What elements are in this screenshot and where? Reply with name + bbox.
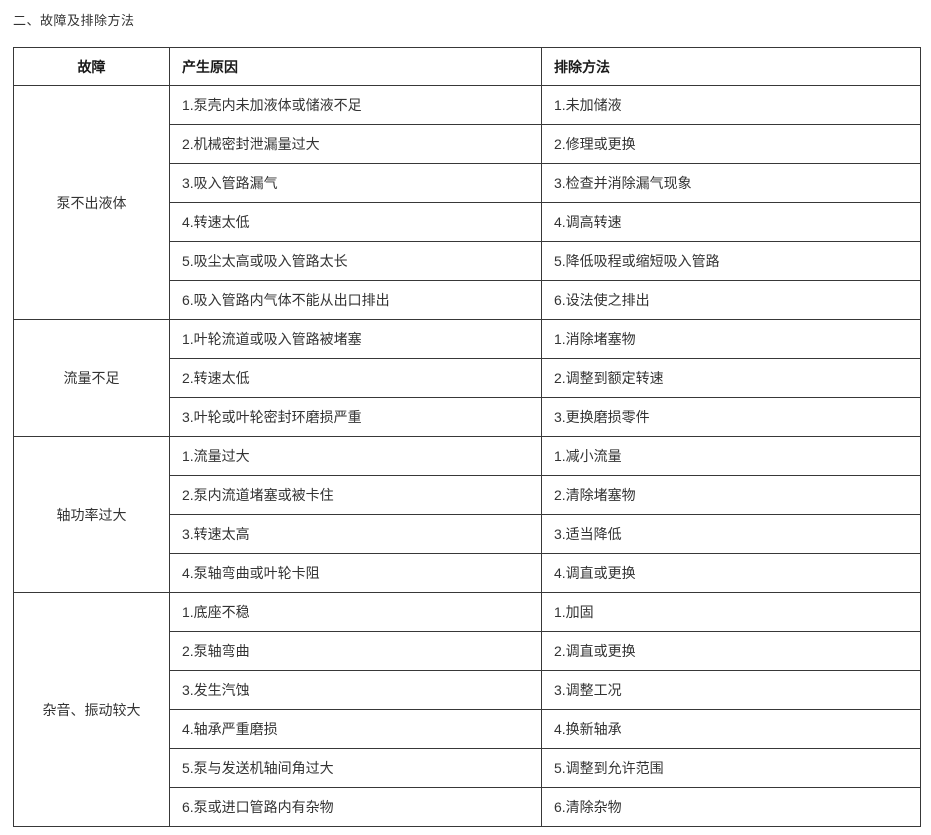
table-row: 杂音、振动较大 1.底座不稳 1.加固 — [13, 592, 921, 827]
remedy-cell: 4.换新轴承 — [541, 709, 921, 749]
table-body: 泵不出液体 1.泵壳内未加液体或储液不足 1.未加储液 2.机械密封泄漏量过大 2.修理… — [13, 85, 921, 827]
fault-cell: 泵不出液体 — [13, 85, 170, 320]
table-row: 4.轴承严重磨损 4.换新轴承 — [14, 709, 921, 749]
cause-cell: 2.转速太低 — [169, 358, 542, 398]
table-row: 4.泵轴弯曲或叶轮卡阻 4.调直或更换 — [14, 553, 921, 593]
remedy-cell: 1.未加储液 — [541, 85, 921, 125]
remedy-cell: 1.加固 — [541, 592, 921, 632]
cause-cell: 1.流量过大 — [169, 436, 542, 476]
cause-cell: 3.叶轮或叶轮密封环磨损严重 — [169, 397, 542, 437]
table-row: 流量不足 1.叶轮流道或吸入管路被堵塞 1.消除堵塞物 — [13, 319, 921, 437]
table-row: 3.叶轮或叶轮密封环磨损严重 3.更换磨损零件 — [14, 397, 921, 437]
table-row: 2.机械密封泄漏量过大 2.修理或更换 — [14, 124, 921, 164]
remedy-cell: 3.检查并消除漏气现象 — [541, 163, 921, 203]
cause-cell: 2.泵内流道堵塞或被卡住 — [169, 475, 542, 515]
fault-troubleshooting-table: 故障 产生原因 排除方法 泵不出液体 1.泵壳内未加液体或储液不足 1.未加储液 2.… — [13, 47, 921, 827]
remedy-cell: 6.清除杂物 — [541, 787, 921, 827]
section-title: 二、故障及排除方法 — [13, 13, 135, 28]
cause-cell: 6.泵或进口管路内有杂物 — [169, 787, 542, 827]
cause-cell: 3.转速太高 — [169, 514, 542, 554]
table-row: 6.吸入管路内气体不能从出口排出 6.设法使之排出 — [14, 280, 921, 320]
table-row: 3.转速太高 3.适当降低 — [14, 514, 921, 554]
table-row: 3.吸入管路漏气 3.检查并消除漏气现象 — [14, 163, 921, 203]
table-header-row: 故障 产生原因 排除方法 — [13, 47, 921, 86]
cause-cell: 5.泵与发送机轴间角过大 — [169, 748, 542, 788]
remedy-cell: 4.调高转速 — [541, 202, 921, 242]
remedy-cell: 3.调整工况 — [541, 670, 921, 710]
cause-cell: 4.转速太低 — [169, 202, 542, 242]
cause-cell: 3.发生汽蚀 — [169, 670, 542, 710]
remedy-cell: 2.修理或更换 — [541, 124, 921, 164]
remedy-cell: 1.消除堵塞物 — [541, 319, 921, 359]
remedy-cell: 2.清除堵塞物 — [541, 475, 921, 515]
cause-cell: 4.轴承严重磨损 — [169, 709, 542, 749]
remedy-cell: 3.更换磨损零件 — [541, 397, 921, 437]
remedy-cell: 5.降低吸程或缩短吸入管路 — [541, 241, 921, 281]
table-row: 2.泵内流道堵塞或被卡住 2.清除堵塞物 — [14, 475, 921, 515]
remedy-cell: 2.调直或更换 — [541, 631, 921, 671]
cause-cell: 1.泵壳内未加液体或储液不足 — [169, 85, 542, 125]
cause-cell: 1.叶轮流道或吸入管路被堵塞 — [169, 319, 542, 359]
remedy-cell: 2.调整到额定转速 — [541, 358, 921, 398]
table-row: 2.转速太低 2.调整到额定转速 — [14, 358, 921, 398]
table-row: 5.吸尘太高或吸入管路太长 5.降低吸程或缩短吸入管路 — [14, 241, 921, 281]
table-row: 3.发生汽蚀 3.调整工况 — [14, 670, 921, 710]
remedy-cell: 5.调整到允许范围 — [541, 748, 921, 788]
cause-cell: 4.泵轴弯曲或叶轮卡阻 — [169, 553, 542, 593]
column-header-remedy: 排除方法 — [541, 47, 921, 86]
remedy-cell: 3.适当降低 — [541, 514, 921, 554]
table-row: 2.泵轴弯曲 2.调直或更换 — [14, 631, 921, 671]
cause-cell: 5.吸尘太高或吸入管路太长 — [169, 241, 542, 281]
fault-cell: 流量不足 — [13, 319, 170, 437]
column-header-fault: 故障 — [13, 47, 170, 86]
cause-cell: 2.泵轴弯曲 — [169, 631, 542, 671]
table-row: 6.泵或进口管路内有杂物 6.清除杂物 — [14, 787, 921, 827]
remedy-cell: 1.减小流量 — [541, 436, 921, 476]
table-row: 4.转速太低 4.调高转速 — [14, 202, 921, 242]
fault-cell: 杂音、振动较大 — [13, 592, 170, 827]
table-row: 轴功率过大 1.流量过大 1.减小流量 — [13, 436, 921, 593]
fault-cell: 轴功率过大 — [13, 436, 170, 593]
cause-cell: 6.吸入管路内气体不能从出口排出 — [169, 280, 542, 320]
remedy-cell: 6.设法使之排出 — [541, 280, 921, 320]
column-header-cause: 产生原因 — [169, 47, 542, 86]
cause-cell: 3.吸入管路漏气 — [169, 163, 542, 203]
cause-cell: 2.机械密封泄漏量过大 — [169, 124, 542, 164]
table-row: 泵不出液体 1.泵壳内未加液体或储液不足 1.未加储液 — [13, 85, 921, 320]
cause-cell: 1.底座不稳 — [169, 592, 542, 632]
table-row: 5.泵与发送机轴间角过大 5.调整到允许范围 — [14, 748, 921, 788]
remedy-cell: 4.调直或更换 — [541, 553, 921, 593]
